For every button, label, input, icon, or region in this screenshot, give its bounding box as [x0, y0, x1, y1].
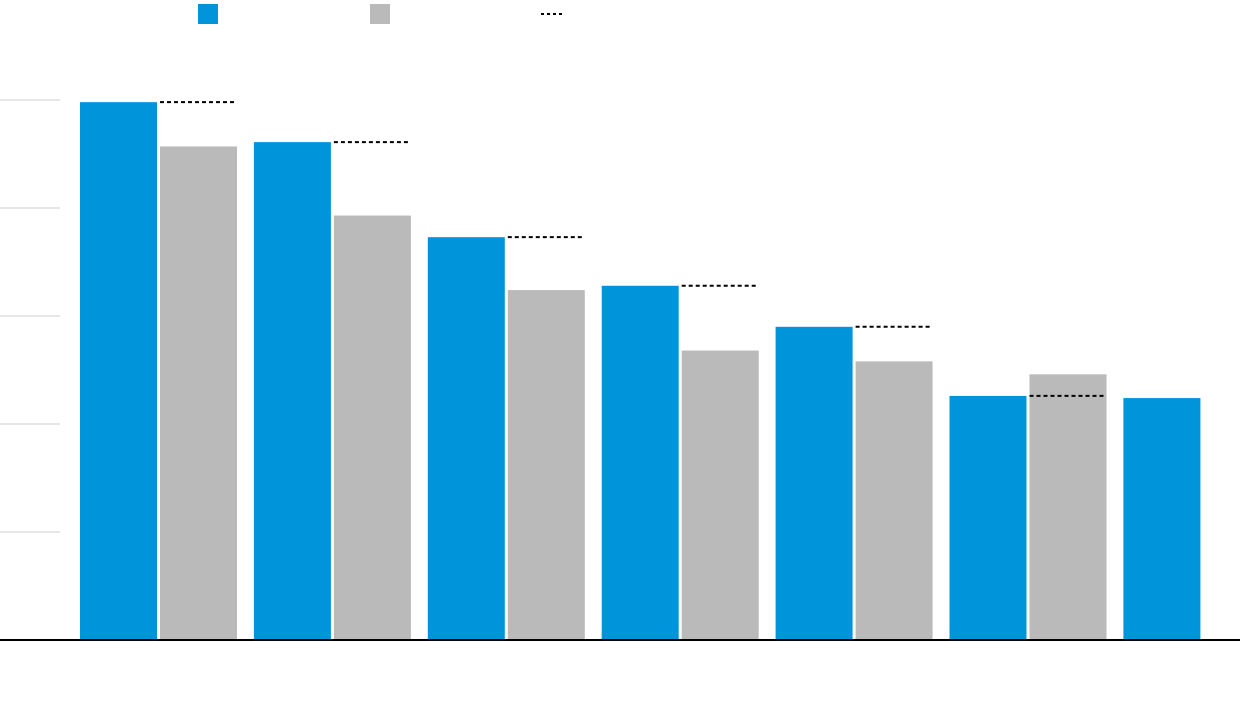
bar [681, 350, 759, 640]
bar [601, 285, 679, 640]
bar [1029, 374, 1107, 640]
bar [427, 237, 505, 640]
bar [160, 146, 237, 640]
legend-swatch [370, 4, 390, 24]
bar [333, 215, 411, 640]
legend-swatch [198, 4, 218, 24]
bar [775, 326, 853, 640]
bar [507, 290, 585, 640]
bar [1123, 398, 1201, 640]
bar [855, 361, 933, 640]
bar [253, 142, 331, 640]
bar [949, 395, 1027, 640]
bar [80, 102, 157, 640]
